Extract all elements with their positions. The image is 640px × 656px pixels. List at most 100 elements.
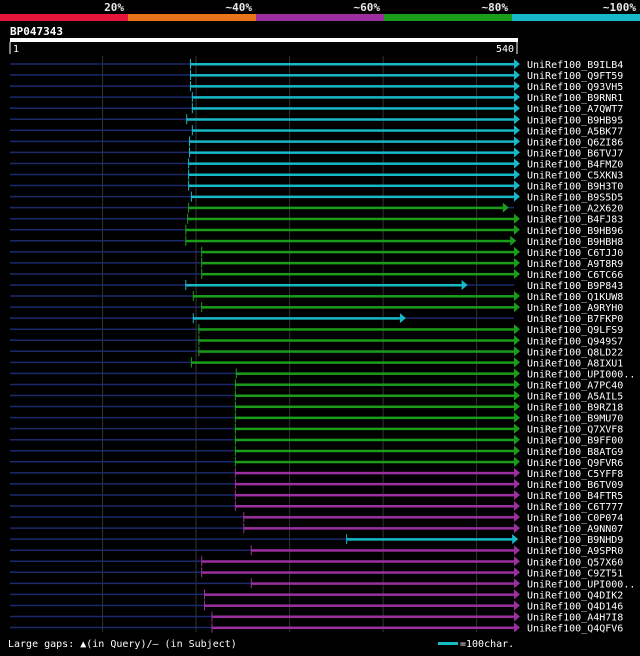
hit-row[interactable]: UniRef100_UPI000.. (10, 578, 635, 590)
hit-label[interactable]: UniRef100_B6TV09 (527, 480, 623, 491)
hit-row[interactable]: UniRef100_B9MU70 (10, 412, 623, 425)
hit-label[interactable]: UniRef100_Q8LD22 (527, 347, 623, 358)
hit-row[interactable]: UniRef100_A4H7I8 (10, 611, 623, 624)
hit-label[interactable]: UniRef100_Q1KUW8 (527, 292, 623, 303)
hit-row[interactable]: UniRef100_Q9LFS9 (10, 324, 623, 336)
hit-label[interactable]: UniRef100_Q4D146 (527, 601, 623, 612)
hit-label[interactable]: UniRef100_A9SPR0 (527, 546, 623, 557)
hit-label[interactable]: UniRef100_B9RZ18 (527, 403, 623, 414)
hit-label[interactable]: UniRef100_A8IXU1 (527, 358, 623, 369)
hit-row[interactable]: UniRef100_Q4D146 (10, 600, 623, 612)
hit-row[interactable]: UniRef100_A7QWT7 (10, 103, 623, 115)
hit-row[interactable]: UniRef100_Q4DIK2 (10, 589, 623, 601)
hit-row[interactable]: UniRef100_C6T777 (10, 501, 623, 513)
hit-label[interactable]: UniRef100_A9NN07 (527, 524, 623, 535)
hit-row[interactable]: UniRef100_C9ZT51 (10, 567, 623, 579)
hit-label[interactable]: UniRef100_A9T8R9 (527, 259, 623, 270)
hit-label[interactable]: UniRef100_A2X620 (527, 204, 623, 215)
hit-row[interactable]: UniRef100_B9RZ18 (10, 401, 623, 414)
hit-row[interactable]: UniRef100_Q4QFV6 (10, 622, 623, 635)
hit-label[interactable]: UniRef100_Q9LFS9 (527, 325, 623, 336)
hit-row[interactable]: UniRef100_C0P074 (10, 512, 623, 524)
hit-label[interactable]: UniRef100_B9HB95 (527, 115, 623, 126)
hit-label[interactable]: UniRef100_C9ZT51 (527, 568, 623, 579)
hit-label[interactable]: UniRef100_B9S5D5 (527, 193, 623, 204)
hit-row[interactable]: UniRef100_B9HBH8 (10, 235, 623, 248)
hit-label[interactable]: UniRef100_Q7XVF8 (527, 425, 623, 436)
hit-label[interactable]: UniRef100_B9HB96 (527, 226, 623, 237)
hit-row[interactable]: UniRef100_A9NN07 (10, 523, 623, 535)
hit-label[interactable]: UniRef100_B4FTR5 (527, 491, 623, 502)
hit-row[interactable]: UniRef100_Q9FVR6 (10, 456, 623, 469)
hit-label[interactable]: UniRef100_A5AIL5 (527, 392, 623, 403)
hit-label[interactable]: UniRef100_A5BK77 (527, 126, 623, 137)
hit-row[interactable]: UniRef100_B9P843 (10, 280, 623, 292)
hit-label[interactable]: UniRef100_B9RNR1 (527, 93, 623, 104)
hit-row[interactable]: UniRef100_Q9FT59 (10, 70, 623, 82)
hit-row[interactable]: UniRef100_Q57X60 (10, 556, 623, 568)
hit-row[interactable]: UniRef100_B4FMZ0 (10, 158, 623, 170)
hit-row[interactable]: UniRef100_Q6ZI86 (10, 136, 623, 148)
hit-label[interactable]: UniRef100_B9P843 (527, 281, 623, 292)
hit-row[interactable]: UniRef100_A5AIL5 (10, 390, 623, 403)
hit-row[interactable]: UniRef100_UPI000.. (10, 368, 635, 380)
hit-row[interactable]: UniRef100_B6TVJ7 (10, 147, 623, 159)
hit-label[interactable]: UniRef100_UPI000.. (527, 579, 635, 590)
hit-row[interactable]: UniRef100_C5XKN3 (10, 169, 623, 182)
hit-label[interactable]: UniRef100_Q93VH5 (527, 82, 623, 93)
hit-label[interactable]: UniRef100_C0P074 (527, 513, 623, 524)
hit-label[interactable]: UniRef100_B9ILB4 (527, 60, 623, 71)
hit-row[interactable]: UniRef100_B9ILB4 (10, 59, 623, 71)
hit-row[interactable]: UniRef100_B9RNR1 (10, 92, 623, 104)
hit-label[interactable]: UniRef100_C6TJJ0 (527, 248, 623, 259)
hit-label[interactable]: UniRef100_A4H7I8 (527, 613, 623, 624)
hit-row[interactable]: UniRef100_A9SPR0 (10, 545, 623, 557)
hit-row[interactable]: UniRef100_C5YFF8 (10, 467, 623, 480)
hit-row[interactable]: UniRef100_C6TC66 (10, 268, 623, 281)
hit-label[interactable]: UniRef100_B9FF00 (527, 436, 623, 447)
hit-label[interactable]: UniRef100_C5XKN3 (527, 171, 623, 182)
hit-row[interactable]: UniRef100_B9NHD9 (10, 534, 623, 546)
hit-row[interactable]: UniRef100_B9HB96 (10, 224, 623, 237)
hit-row[interactable]: UniRef100_A7PC40 (10, 379, 623, 391)
hit-row[interactable]: UniRef100_B9H3T0 (10, 180, 623, 193)
hit-label[interactable]: UniRef100_B9HBH8 (527, 237, 623, 248)
hit-label[interactable]: UniRef100_Q57X60 (527, 557, 623, 568)
hit-label[interactable]: UniRef100_Q4QFV6 (527, 624, 623, 635)
hit-label[interactable]: UniRef100_C6T777 (527, 502, 623, 513)
hit-label[interactable]: UniRef100_Q9FT59 (527, 71, 623, 82)
hit-label[interactable]: UniRef100_B9H3T0 (527, 182, 623, 193)
hit-label[interactable]: UniRef100_A7PC40 (527, 380, 623, 391)
hit-label[interactable]: UniRef100_Q949S7 (527, 336, 623, 347)
hit-row[interactable]: UniRef100_A5BK77 (10, 125, 623, 137)
hit-row[interactable]: UniRef100_Q8LD22 (10, 346, 623, 358)
hit-row[interactable]: UniRef100_A2X620 (10, 202, 623, 215)
hit-label[interactable]: UniRef100_B7FKP0 (527, 314, 623, 325)
hit-label[interactable]: UniRef100_Q4DIK2 (527, 590, 623, 601)
hit-row[interactable]: UniRef100_B6TV09 (10, 478, 623, 491)
hit-row[interactable]: UniRef100_Q1KUW8 (10, 291, 623, 303)
hit-row[interactable]: UniRef100_C6TJJ0 (10, 246, 623, 259)
hit-label[interactable]: UniRef100_B9MU70 (527, 414, 623, 425)
hit-label[interactable]: UniRef100_Q6ZI86 (527, 137, 623, 148)
hit-label[interactable]: UniRef100_A9RYH0 (527, 303, 623, 314)
hit-row[interactable]: UniRef100_Q7XVF8 (10, 423, 623, 436)
hit-label[interactable]: UniRef100_C5YFF8 (527, 469, 623, 480)
hit-row[interactable]: UniRef100_B9FF00 (10, 434, 623, 447)
hit-label[interactable]: UniRef100_UPI000.. (527, 369, 635, 380)
hit-row[interactable]: UniRef100_Q949S7 (10, 335, 623, 347)
hit-row[interactable]: UniRef100_B4FTR5 (10, 489, 623, 502)
hit-row[interactable]: UniRef100_Q93VH5 (10, 81, 623, 93)
hit-row[interactable]: UniRef100_A9T8R9 (10, 257, 623, 270)
hit-label[interactable]: UniRef100_B4FMZ0 (527, 159, 623, 170)
hit-row[interactable]: UniRef100_A9RYH0 (10, 302, 623, 314)
hit-row[interactable]: UniRef100_B9HB95 (10, 114, 623, 126)
hit-label[interactable]: UniRef100_A7QWT7 (527, 104, 623, 115)
hit-label[interactable]: UniRef100_B9NHD9 (527, 535, 623, 546)
hit-row[interactable]: UniRef100_A8IXU1 (10, 357, 623, 369)
hit-label[interactable]: UniRef100_Q9FVR6 (527, 458, 623, 469)
hit-row[interactable]: UniRef100_B4FJ83 (10, 213, 623, 226)
hit-row[interactable]: UniRef100_B8ATG9 (10, 445, 623, 458)
hit-row[interactable]: UniRef100_B9S5D5 (10, 191, 623, 204)
hit-label[interactable]: UniRef100_B6TVJ7 (527, 148, 623, 159)
